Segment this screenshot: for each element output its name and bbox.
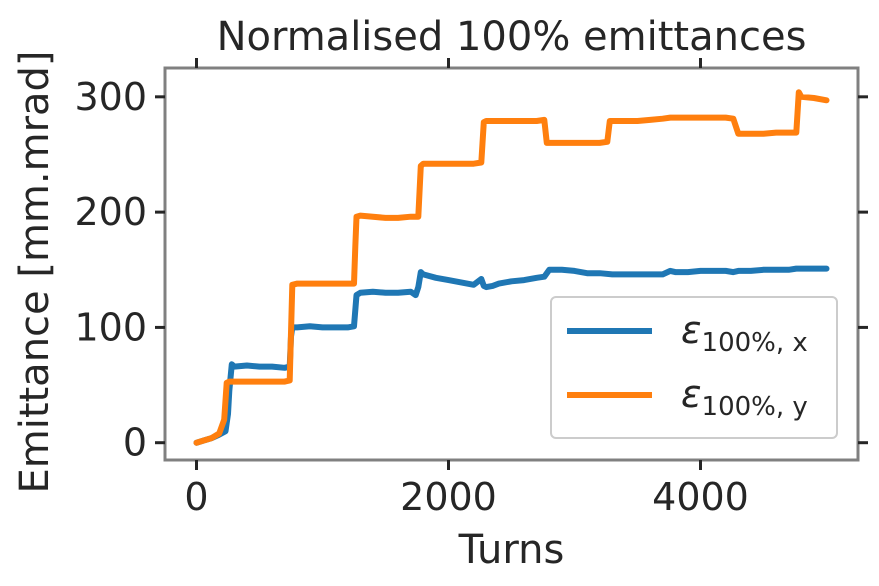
y-tick-label: 300 [74, 75, 147, 119]
x-tick-label: 0 [184, 475, 208, 519]
plot-area [193, 89, 830, 446]
legend-label-symbol: ε [681, 372, 702, 416]
legend-label-subscript: 100%, y [702, 392, 808, 422]
legend-label: ε100%, y [681, 372, 808, 422]
x-tick-label: 2000 [400, 475, 497, 519]
legend-label: ε100%, x [681, 308, 808, 358]
y-tick-label: 0 [123, 421, 147, 465]
legend-label-subscript: 100%, x [702, 328, 808, 358]
y-tick-label: 100 [74, 305, 147, 349]
legend-label-symbol: ε [681, 308, 702, 352]
series-line-x [193, 265, 830, 446]
y-tick-label: 200 [74, 190, 147, 234]
x-axis-label: Turns [458, 527, 565, 573]
plot-frame [163, 66, 860, 462]
series-line-y [193, 89, 830, 446]
x-tick-label: 4000 [652, 475, 749, 519]
y-axis-label: Emittance [mm.mrad] [12, 50, 58, 493]
chart-title: Normalised 100% emittances [217, 14, 807, 60]
